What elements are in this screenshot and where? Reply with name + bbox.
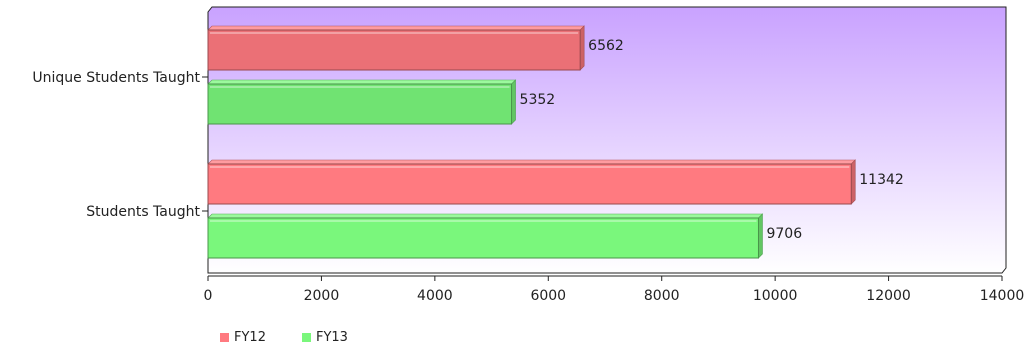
bar-side-face [758, 213, 763, 259]
plot-background [207, 6, 1007, 274]
bar-fy12-students-taught [207, 163, 852, 205]
legend-swatch-fy13 [301, 332, 311, 342]
x-tick-label: 6000 [530, 288, 566, 304]
category-axis: Unique Students Taught Students Taught [32, 70, 208, 220]
legend-label-fy13: FY13 [315, 329, 348, 345]
x-tick-label: 12000 [866, 288, 911, 304]
data-label: 9706 [766, 226, 802, 242]
x-tick-label: 0 [204, 288, 213, 304]
x-tick-label: 10000 [753, 288, 798, 304]
bar-side-face [511, 79, 516, 125]
x-tick-label: 4000 [417, 288, 453, 304]
bar-top-face [207, 159, 856, 165]
legend: FY12 FY13 [220, 329, 384, 345]
legend-item-fy13: FY13 [301, 329, 348, 345]
data-label: 11342 [859, 172, 904, 188]
x-tick-label: 2000 [304, 288, 340, 304]
data-label: 6562 [588, 38, 624, 54]
x-tick-label: 8000 [644, 288, 680, 304]
bar-fy13-unique-students-taught [207, 83, 513, 125]
legend-label-fy12: FY12 [234, 329, 266, 345]
bar-side-face [850, 159, 856, 205]
bars: 6562 5352 11342 9706 [207, 25, 904, 259]
category-label: Students Taught [86, 204, 200, 220]
bar-side-face [579, 25, 585, 71]
legend-swatch-fy12 [220, 332, 229, 342]
data-label: 5352 [520, 92, 556, 108]
bar-top-face [207, 25, 585, 31]
bar-top-face [207, 213, 764, 219]
bar-top-face [207, 79, 517, 85]
bar-fy13-students-taught [207, 217, 759, 259]
legend-item-fy12: FY12 [220, 330, 266, 345]
x-tick-label: 14000 [980, 288, 1025, 304]
x-axis: 0 2000 4000 6000 8000 10000 12000 14000 [204, 275, 1025, 304]
category-label: Unique Students Taught [32, 70, 200, 86]
bar-fy12-unique-students-taught [207, 29, 581, 71]
